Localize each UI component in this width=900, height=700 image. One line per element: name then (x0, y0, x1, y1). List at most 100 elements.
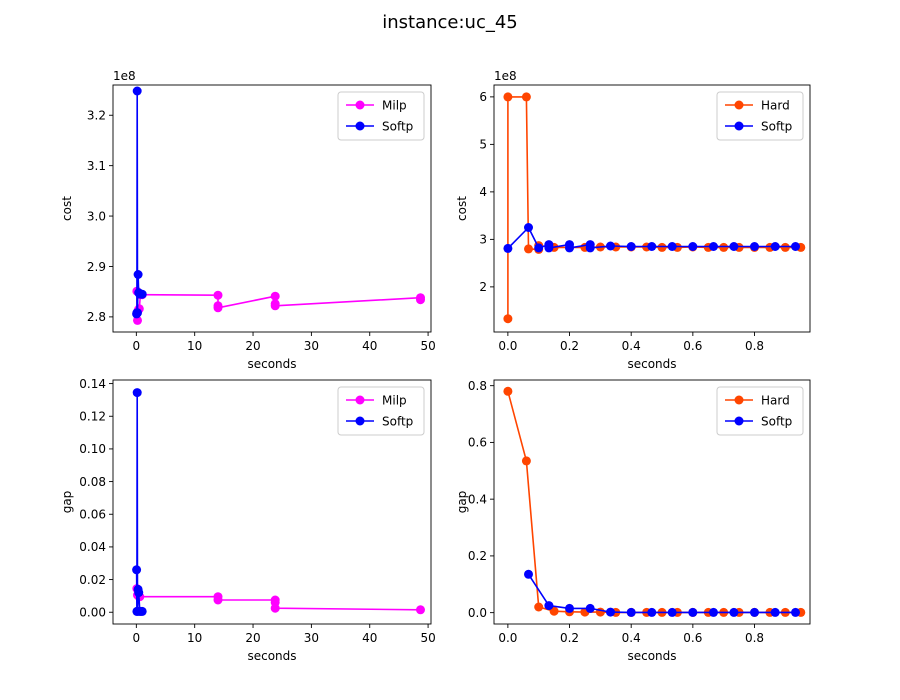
chart-2-legend-hard-label: Hard (761, 98, 790, 112)
chart-4-x-tick-label: 0.0 (498, 631, 517, 645)
chart-2-series-softp-point (667, 242, 677, 251)
chart-2-series-softp-point (585, 243, 595, 253)
chart-2-y-axis-label: cost (455, 196, 469, 221)
chart-4-legend-hard-marker (734, 395, 744, 405)
chart-4-y-tick-label: 0.6 (468, 436, 487, 450)
chart-1-y-axis-label: cost (60, 196, 74, 221)
chart-4-legend-hard-label: Hard (761, 393, 790, 407)
chart-2-series-softp-point (729, 242, 739, 251)
chart-1-x-tick-label: 40 (362, 339, 377, 353)
chart-2-y-tick-label: 3 (479, 233, 487, 247)
chart-3-legend-softp-marker (355, 416, 365, 426)
chart-3-y-tick-label: 0.10 (79, 442, 106, 456)
chart-4-series-softp-point (565, 603, 574, 613)
chart-1-legend-softp-label: Softp (382, 119, 413, 133)
chart-1-series-softp-point (137, 289, 147, 299)
chart-3-x-axis-label: seconds (247, 649, 296, 663)
chart-2-panel: 0.0 0.2 0.4 0.6 0.8 2 3 4 5 6 seconds cost 1e8 Hard So… (455, 69, 811, 371)
chart-3-series-softp-point (132, 565, 142, 575)
chart-3-series-softp-point (134, 588, 144, 598)
chart-4-series-hard-point (534, 602, 544, 612)
chart-2-x-tick-label: 0.6 (683, 339, 702, 353)
chart-3-x-tick-label: 20 (245, 631, 260, 645)
chart-2-series-softp-point (626, 242, 636, 251)
chart-2-series-softp-point (647, 242, 657, 251)
chart-3-legend-milp-label: Milp (382, 393, 407, 407)
chart-1-axes-frame (112, 84, 432, 333)
chart-4-series-softp-point (688, 607, 698, 617)
chart-3-series-milp-point (416, 605, 425, 615)
chart-3-y-tick-label: 0.06 (79, 508, 106, 522)
chart-2-series-softp-point (688, 242, 698, 251)
chart-2-x-tick-label: 0.8 (745, 339, 764, 353)
chart-4-y-tick-label: 0.8 (468, 379, 487, 393)
chart-1-y-tick-label: 2.8 (87, 310, 106, 324)
chart-1-x-tick-label: 20 (245, 339, 260, 353)
chart-4-series-softp-point (729, 607, 739, 617)
chart-3-x-tick-label: 50 (420, 631, 435, 645)
chart-1-x-tick-label: 30 (304, 339, 319, 353)
chart-2-x-tick-label: 0.0 (498, 339, 517, 353)
chart-1-y-tick-label: 3.0 (87, 209, 106, 223)
chart-4-y-axis-label: gap (455, 491, 469, 514)
chart-1-x-tick-label: 10 (187, 339, 202, 353)
chart-2-legend-softp-marker (734, 121, 744, 131)
chart-2-series-hard-point (780, 242, 790, 252)
chart-1-y-tick-label: 3.1 (87, 159, 106, 173)
chart-2-y-tick-label: 4 (479, 185, 487, 199)
chart-3-x-tick-label: 10 (187, 631, 202, 645)
chart-4-series-softp-point (709, 607, 718, 617)
chart-4-x-tick-label: 0.6 (683, 631, 702, 645)
chart-1-x-axis-label: seconds (247, 357, 296, 371)
chart-1-legend-milp-label: Milp (382, 98, 407, 112)
chart-4-y-tick-label: 0.0 (468, 606, 487, 620)
chart-1-series-milp-point (270, 291, 280, 301)
chart-2-x-tick-label: 0.2 (560, 339, 579, 353)
chart-2-series-hard-point (657, 242, 667, 252)
chart-3-series-milp-point (270, 603, 280, 613)
chart-3-legend-softp-label: Softp (382, 414, 413, 428)
chart-2-series-hard-point (524, 244, 533, 254)
chart-3-series-softp-point (132, 388, 142, 398)
chart-3-y-tick-label: 0.14 (79, 377, 106, 391)
chart-4-legend-softp-label: Softp (761, 414, 792, 428)
chart-4-series-softp-point (791, 607, 800, 617)
chart-4-series-softp-point (524, 569, 533, 579)
chart-3-y-tick-label: 0.00 (79, 606, 106, 620)
chart-1-x-tick-label: 0 (133, 339, 141, 353)
chart-4-series-softp-point (750, 607, 759, 617)
chart-4-series-hard-point (521, 456, 531, 466)
chart-4-y-tick-label: 0.2 (468, 549, 487, 563)
chart-4-series-softp-point (626, 607, 636, 617)
chart-4-series-softp-point (647, 607, 657, 617)
chart-4-axes-frame (493, 379, 811, 625)
chart-2-legend-softp-label: Softp (761, 119, 792, 133)
chart-4-x-tick-label: 0.4 (622, 631, 641, 645)
chart-2-x-axis-label: seconds (627, 357, 676, 371)
chart-4-series-softp-point (667, 607, 677, 617)
chart-1-series-softp-point (133, 308, 142, 318)
chart-2-series-hard-point (503, 92, 513, 102)
chart-2-series-softp-point (770, 242, 780, 251)
chart-2-offset-text: 1e8 (494, 69, 517, 83)
chart-2-series-softp-point (750, 242, 759, 251)
chart-4-series-softp-point (585, 603, 595, 613)
chart-4-x-axis-label: seconds (627, 649, 676, 663)
chart-4-y-tick-label: 0.4 (468, 492, 487, 506)
chart-4-legend-softp-marker (734, 416, 744, 426)
chart-2-series-softp-point (709, 242, 718, 251)
chart-4-series-softp-point (606, 607, 615, 617)
chart-1-legend-softp-marker (355, 121, 365, 131)
chart-1-series-milp-point (270, 301, 280, 311)
chart-3-y-tick-label: 0.12 (79, 410, 106, 424)
chart-4-series-hard-point (503, 386, 513, 396)
chart-2-series-hard-point (719, 242, 729, 252)
chart-4-series-softp-point (770, 607, 780, 617)
chart-2-y-tick-label: 5 (479, 138, 487, 152)
chart-3-x-tick-label: 30 (304, 631, 319, 645)
figure-suptitle: instance:uc_45 (382, 12, 518, 33)
chart-2-series-hard-point (521, 92, 531, 102)
chart-3-y-tick-label: 0.08 (79, 475, 106, 489)
chart-2-y-tick-label: 6 (479, 90, 487, 104)
chart-2-axes-frame (493, 84, 811, 333)
